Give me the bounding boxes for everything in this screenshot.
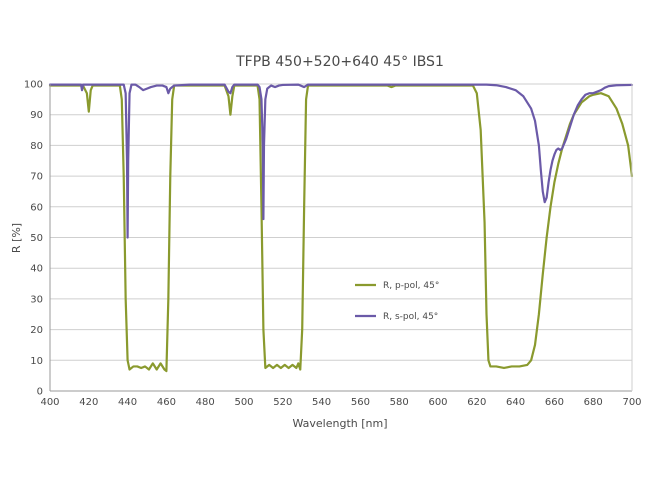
axes: [49, 84, 633, 392]
x-axis-label: Wavelength [nm]: [292, 417, 387, 430]
y-tick-label: 70: [30, 172, 43, 183]
y-tick-label: 20: [30, 325, 43, 336]
x-tick-label: 520: [273, 397, 292, 408]
x-tick-label: 640: [506, 397, 525, 408]
tick-labels: 0 10 20 30 40 50 60 70 80 90 100 400 420 440 460 480 500…: [24, 80, 642, 409]
x-tick-label: 400: [40, 397, 59, 408]
x-tick-label: 480: [196, 397, 215, 408]
x-tick-label: 700: [622, 397, 641, 408]
x-tick-label: 560: [351, 397, 370, 408]
y-tick-label: 60: [30, 202, 43, 213]
x-tick-label: 540: [312, 397, 331, 408]
y-axis-label: R [%]: [10, 223, 23, 253]
legend: R, p-pol, 45° R, s-pol, 45°: [355, 281, 439, 322]
series-layer: [48, 83, 634, 373]
y-tick-label: 10: [30, 356, 43, 367]
x-tick-label: 680: [584, 397, 603, 408]
y-tick-label: 30: [30, 294, 43, 305]
x-tick-label: 580: [390, 397, 409, 408]
legend-label: R, s-pol, 45°: [383, 312, 438, 322]
x-tick-label: 500: [234, 397, 253, 408]
y-tick-label: 90: [30, 110, 43, 121]
y-tick-label: 80: [30, 141, 43, 152]
x-tick-label: 460: [157, 397, 176, 408]
y-tick-label: 100: [24, 80, 43, 91]
x-tick-label: 620: [467, 397, 486, 408]
series-line-p-pol: [48, 84, 634, 373]
y-tick-label: 0: [37, 387, 43, 398]
x-tick-label: 420: [79, 397, 98, 408]
y-tick-label: 50: [30, 233, 43, 244]
grid: [50, 83, 632, 361]
x-tick-label: 600: [428, 397, 447, 408]
y-tick-label: 40: [30, 264, 43, 275]
x-tick-label: 440: [118, 397, 137, 408]
series-line-s-pol: [48, 83, 634, 239]
legend-label: R, p-pol, 45°: [383, 281, 439, 291]
x-tick-label: 660: [545, 397, 564, 408]
chart-title: TFPB 450+520+640 45° IBS1: [235, 54, 444, 70]
